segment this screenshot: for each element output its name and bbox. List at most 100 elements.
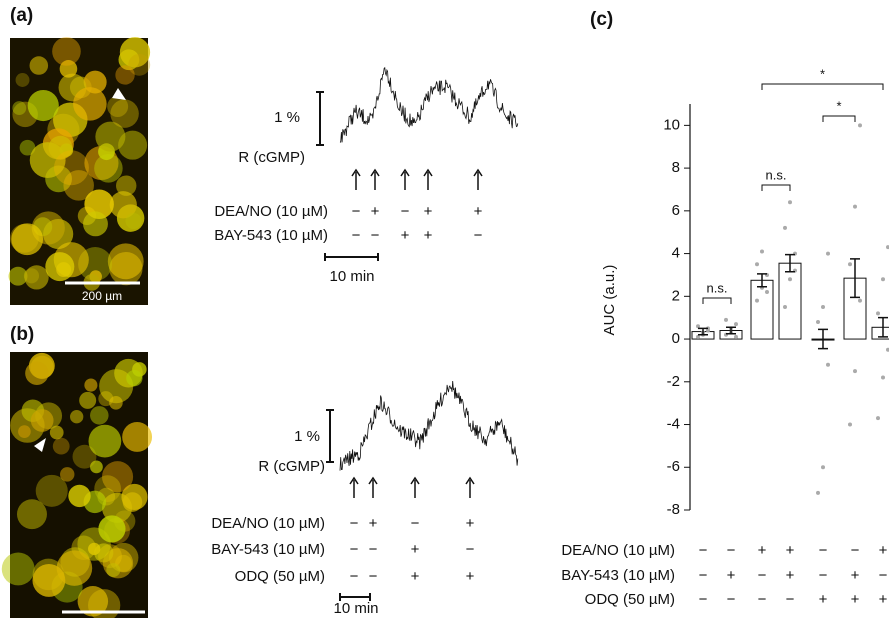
data-point — [706, 328, 710, 333]
cell — [30, 409, 54, 432]
cell — [18, 425, 31, 438]
treatment-sign: − — [727, 542, 736, 559]
treatment-sign: + — [411, 541, 420, 558]
arrowhead — [410, 476, 420, 485]
cells — [1, 37, 153, 618]
treatment-name: DEA/NO (10 µM) — [211, 515, 325, 532]
data-point — [853, 369, 857, 374]
cell — [118, 130, 148, 160]
cell — [15, 73, 30, 87]
significance: n.s. — [766, 167, 787, 182]
data-point — [783, 305, 787, 309]
cell — [60, 467, 75, 482]
panel-label: (b) — [10, 324, 34, 345]
cell — [27, 89, 59, 122]
treatment-sign: − — [851, 542, 860, 559]
cell — [98, 515, 126, 543]
cell — [24, 265, 49, 290]
treatment-sign: + — [786, 567, 795, 584]
treatment-sign: + — [424, 203, 433, 220]
arrowhead — [349, 476, 359, 485]
treatment-sign: + — [851, 591, 860, 608]
error-bar — [785, 253, 795, 273]
y-tick-label: 0 — [672, 330, 680, 347]
scale-label: 1 % — [274, 109, 300, 126]
treatment-sign: − — [350, 515, 359, 532]
treatment-sign: + — [786, 542, 795, 559]
cell — [83, 211, 108, 237]
treatment-sign: − — [401, 203, 410, 220]
treatment-sign: − — [371, 227, 380, 244]
cell — [56, 550, 93, 586]
data-point — [848, 262, 852, 267]
trace-label: R (cGMP) — [238, 149, 305, 166]
treatment-sign: + — [466, 515, 475, 532]
y-tick-label: -6 — [667, 458, 680, 475]
cell — [79, 391, 97, 409]
treatment-sign: + — [424, 227, 433, 244]
treatment-sign: + — [727, 567, 736, 584]
cell — [59, 60, 78, 78]
treatment-sign: + — [758, 542, 767, 559]
cell — [99, 369, 134, 404]
cell — [90, 406, 109, 425]
cell — [122, 422, 153, 452]
treatment-sign: − — [369, 568, 378, 585]
data-point — [760, 249, 764, 254]
cell — [88, 542, 101, 556]
data-point — [826, 362, 830, 367]
error-bar — [757, 273, 767, 288]
treatment-sign: − — [699, 567, 708, 584]
y-tick-label: 2 — [672, 287, 680, 304]
cell — [102, 461, 134, 493]
treatment-name: BAY-543 (10 µM) — [214, 227, 328, 244]
treatment-sign: − — [727, 591, 736, 608]
bracket — [761, 83, 884, 90]
cell — [115, 65, 135, 85]
data-point — [755, 298, 759, 303]
bar — [778, 262, 802, 340]
cell — [109, 191, 137, 219]
scale-label: 1 % — [294, 428, 320, 445]
arrowhead — [465, 476, 475, 485]
cell — [115, 175, 137, 196]
treatment-sign: + — [411, 568, 420, 585]
data-point — [821, 465, 825, 470]
treatment-sign: + — [851, 567, 860, 584]
y-tick-label: 8 — [672, 159, 680, 176]
cell — [88, 424, 122, 458]
treatment-sign: − — [699, 591, 708, 608]
cell — [94, 154, 123, 183]
cell — [107, 96, 129, 117]
data-point — [765, 290, 769, 295]
cell — [128, 53, 151, 76]
data-point — [816, 490, 820, 495]
cell — [52, 437, 70, 455]
treatment-sign: + — [879, 591, 888, 608]
error-bar — [726, 326, 736, 335]
treatment-name: BAY-543 (10 µM) — [561, 567, 675, 584]
treatment-sign: + — [819, 591, 828, 608]
data-point — [858, 298, 862, 303]
data-point — [853, 204, 857, 209]
treatment-sign: − — [466, 541, 475, 558]
treatment-name: DEA/NO (10 µM) — [561, 542, 675, 559]
treatment-name: DEA/NO (10 µM) — [214, 203, 328, 220]
treatment-sign: − — [699, 542, 708, 559]
data-point — [848, 422, 852, 427]
bracket — [702, 297, 732, 304]
cell — [1, 552, 35, 586]
treatment-sign: − — [369, 541, 378, 558]
cell — [70, 410, 84, 424]
arrowhead — [423, 168, 433, 177]
treatment-sign: + — [401, 227, 410, 244]
cell — [12, 101, 27, 115]
cell — [52, 37, 81, 66]
cell — [68, 484, 91, 508]
trace-label: R (cGMP) — [258, 458, 325, 475]
cell — [48, 135, 73, 160]
cell — [25, 361, 49, 385]
cell — [11, 223, 44, 256]
treatment-sign: − — [758, 591, 767, 608]
data-point — [881, 277, 885, 282]
